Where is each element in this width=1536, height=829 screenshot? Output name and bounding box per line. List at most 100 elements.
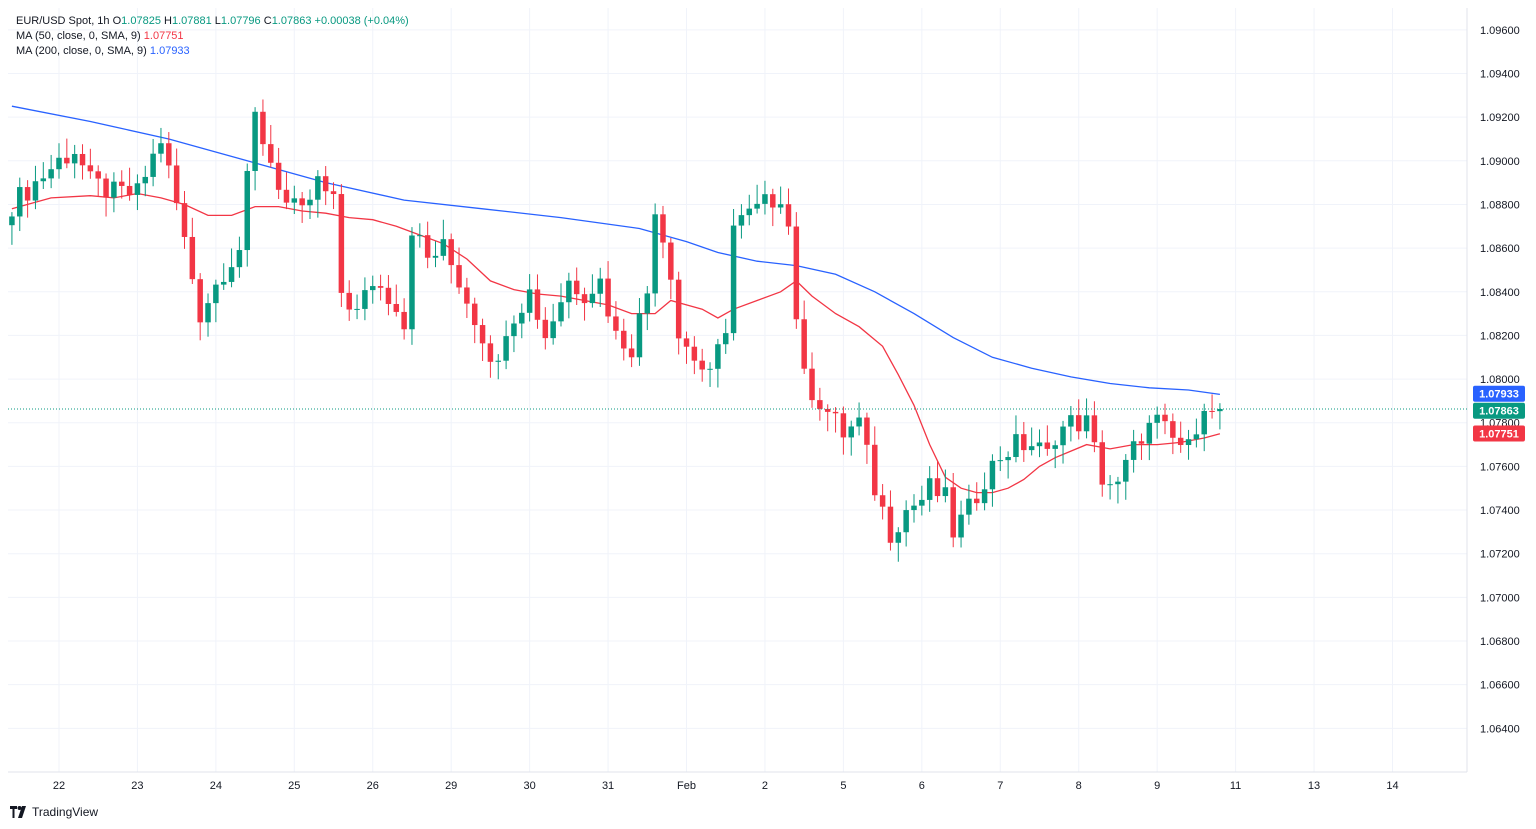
candle-body	[636, 313, 643, 358]
x-tick-label: 31	[602, 780, 614, 792]
price-tags: 1.07933 1.07863 1.07751	[8, 385, 1525, 442]
candle	[997, 446, 1004, 472]
candle	[268, 124, 274, 168]
candle-body	[173, 165, 180, 204]
candle-body	[1185, 439, 1192, 446]
candle	[542, 307, 549, 350]
y-tick-label: 1.06600	[1480, 680, 1520, 692]
candle	[581, 287, 588, 321]
candle-body	[566, 280, 572, 303]
candle	[448, 233, 454, 284]
candle	[550, 303, 556, 345]
candle-body	[809, 368, 815, 401]
candle	[103, 173, 109, 217]
x-tick-label: 29	[445, 780, 457, 792]
candle	[848, 420, 854, 456]
tradingview-logo[interactable]: TradingView	[10, 805, 98, 819]
candle	[621, 318, 627, 361]
candle	[456, 247, 462, 294]
candle	[1044, 425, 1051, 456]
candle-body	[699, 360, 705, 370]
candle-body	[503, 336, 509, 361]
candle-body	[181, 203, 188, 237]
candle-body	[534, 289, 541, 320]
candle	[958, 500, 964, 548]
candle	[315, 170, 321, 218]
candle-body	[1044, 442, 1051, 449]
candle-body	[926, 478, 933, 500]
candle-body	[911, 505, 917, 511]
candle-body	[1201, 410, 1207, 435]
candle	[244, 163, 250, 267]
close-label: C	[263, 15, 272, 27]
candle	[722, 318, 729, 354]
candle	[417, 223, 423, 248]
candle-body	[291, 198, 298, 203]
candle	[142, 165, 149, 197]
candle	[519, 303, 525, 339]
candle	[1130, 429, 1137, 473]
candle-body	[79, 153, 86, 166]
candle-body	[903, 510, 909, 533]
candle-body	[252, 111, 258, 171]
candle-body	[307, 199, 313, 206]
candle	[338, 184, 345, 307]
candle-body	[1123, 459, 1129, 482]
candle-body	[777, 204, 784, 208]
candle	[558, 283, 564, 327]
x-tick-label: 24	[210, 780, 222, 792]
candle-body	[722, 333, 729, 345]
candle	[856, 402, 862, 436]
price-tag-label: 1.07863	[1479, 406, 1519, 418]
open-label: O	[112, 15, 122, 27]
candle-body	[440, 239, 447, 256]
candle-body	[793, 226, 800, 320]
candle-body	[464, 287, 470, 304]
candle	[1193, 418, 1200, 448]
candle	[589, 274, 596, 308]
x-tick-label: 8	[1076, 780, 1082, 792]
y-tick-label: 1.09600	[1480, 25, 1520, 37]
ma50-row[interactable]: MA (50, close, 0, SMA, 9) 1.07751	[16, 29, 409, 44]
candle-body	[1162, 414, 1168, 422]
x-tick-label: 13	[1308, 780, 1320, 792]
candle	[322, 166, 329, 206]
y-tick-label: 1.07000	[1480, 592, 1520, 604]
candle	[354, 294, 360, 320]
y-tick-label: 1.07400	[1480, 505, 1520, 517]
candle	[330, 182, 337, 210]
candle-body	[268, 144, 274, 163]
candle-body	[409, 235, 415, 330]
candle	[652, 203, 658, 307]
candle	[95, 165, 101, 197]
candle	[683, 331, 690, 364]
candle-body	[707, 368, 713, 370]
candle-body	[1021, 434, 1027, 451]
tradingview-icon	[10, 806, 26, 818]
x-tick-label: 7	[997, 780, 1003, 792]
candle	[981, 472, 988, 511]
candle-body	[24, 187, 31, 201]
candle-body	[95, 171, 101, 179]
candle	[197, 273, 203, 341]
candle-body	[683, 338, 690, 347]
candle-body	[197, 279, 203, 323]
candle	[793, 212, 800, 329]
candle-body	[401, 311, 407, 330]
candle	[864, 412, 870, 464]
ma200-row[interactable]: MA (200, close, 0, SMA, 9) 1.07933	[16, 44, 409, 59]
candle	[1123, 454, 1129, 500]
candle-body	[158, 143, 164, 154]
y-tick-label: 1.08200	[1480, 330, 1520, 342]
candle-body	[675, 279, 682, 339]
candle-body	[542, 319, 549, 339]
candle	[385, 275, 392, 316]
symbol-label: EUR/USD Spot, 1h	[16, 15, 110, 27]
candle	[24, 180, 31, 218]
candle	[393, 284, 400, 317]
candle	[440, 219, 447, 261]
candle-body	[573, 280, 580, 295]
candle	[299, 192, 305, 223]
candle-body	[1075, 415, 1082, 432]
